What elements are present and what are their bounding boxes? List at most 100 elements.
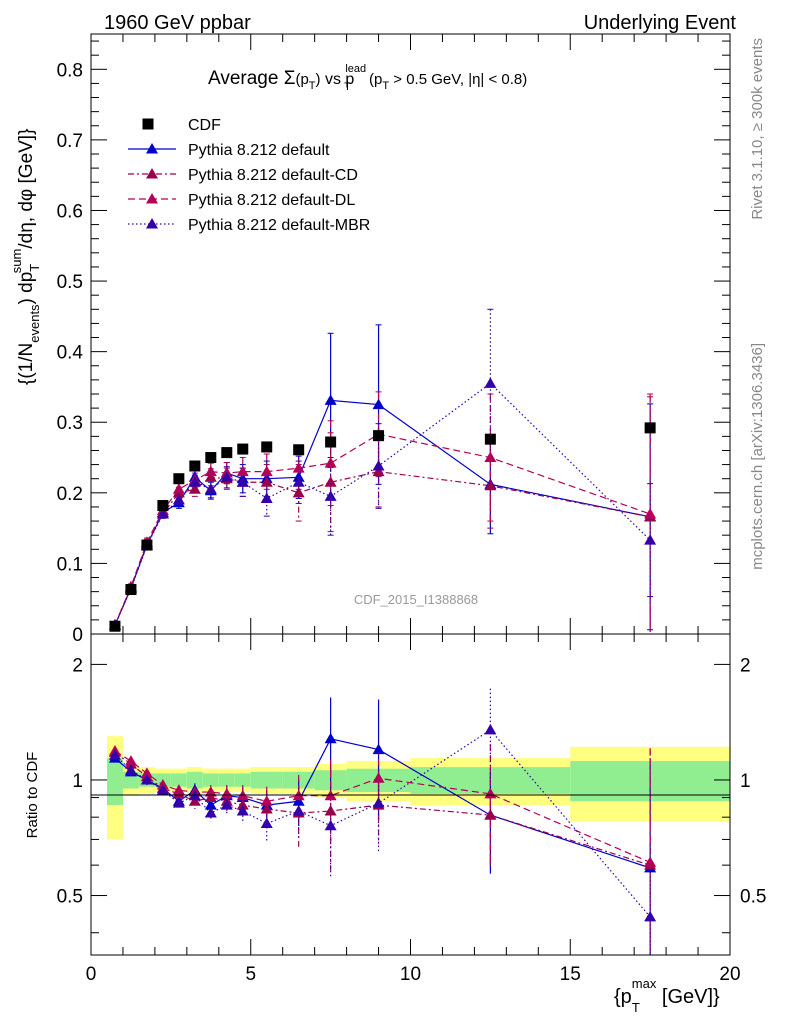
axis-tick-labels: 0 5 10 15 20 0 0.1 0.2 0.3 0.4 0.5 0.6 0.7 0.8 0.5 0.5 1… xyxy=(57,60,767,985)
marker-mbr xyxy=(236,476,249,487)
ratio-tick-label-left: 1 xyxy=(72,771,83,792)
ratio-marker-mbr xyxy=(644,910,657,922)
marker-dl xyxy=(236,465,249,477)
marker-mbr xyxy=(292,476,305,487)
marker-data xyxy=(373,430,385,442)
marker-dl xyxy=(204,465,217,477)
ratio-marker-mbr xyxy=(292,805,305,816)
ratio-marker-mbr xyxy=(140,773,153,785)
y-tick-label: 0.8 xyxy=(57,60,83,81)
marker-cd xyxy=(484,479,497,491)
marker-data xyxy=(173,473,185,485)
ratio-marker-mbr xyxy=(172,797,185,808)
x-tick-label: 5 xyxy=(245,964,256,985)
marker-cd xyxy=(204,471,217,482)
ratio-marker-mbr xyxy=(484,723,497,735)
marker-mbr xyxy=(172,493,185,505)
ratio-marker-dl xyxy=(372,772,385,783)
ratio-tick-label-right: 1 xyxy=(740,771,751,792)
ratio-tick-label-right: 2 xyxy=(740,655,751,676)
y-tick-label: 0.3 xyxy=(57,413,83,434)
marker-mbr xyxy=(156,508,169,519)
axis-ticks xyxy=(90,34,731,955)
ratio-marker-dl xyxy=(260,795,273,806)
ratio-marker-dl xyxy=(484,787,497,799)
marker-mbr xyxy=(260,492,273,503)
ratio-marker-cd xyxy=(204,791,217,803)
ratio-marker-cd xyxy=(236,799,249,810)
marker-mbr xyxy=(220,471,233,482)
y-axis-label-main: {(1/Nevents) dpTsum/dη, dφ [GeV]} xyxy=(9,129,42,385)
marker-cd xyxy=(260,476,273,487)
band-stat xyxy=(202,773,219,787)
x-tick-label: 15 xyxy=(560,964,581,985)
marker-data xyxy=(293,444,305,456)
y-tick-label: 0.5 xyxy=(57,272,83,293)
side-text-top: Rivet 3.1.10, ≥ 300k events xyxy=(749,38,766,220)
band-stat xyxy=(234,773,251,787)
x-tick-label: 0 xyxy=(86,964,97,985)
marker-dl xyxy=(644,508,657,519)
ratio-marker-mbr xyxy=(372,797,385,808)
ratio-marker-dl xyxy=(140,767,153,778)
marker-cd xyxy=(372,465,385,477)
band-stat xyxy=(250,771,283,789)
ratio-marker-dl xyxy=(172,784,185,795)
legend-label-default: Pythia 8.212 default xyxy=(188,142,330,159)
legend-label-dl: Pythia 8.212 default-DL xyxy=(188,192,355,209)
marker-mbr xyxy=(372,460,385,471)
marker-mbr xyxy=(324,490,337,501)
marker-data xyxy=(189,460,201,472)
marker-data xyxy=(221,447,233,459)
legend: CDF Pythia 8.212 default Pythia 8.212 defa… xyxy=(128,117,370,234)
legend-marker-dl xyxy=(146,193,158,204)
marker-cd xyxy=(188,483,201,494)
ratio-marker-mbr xyxy=(124,764,137,775)
ratio-tick-label-right: 0.5 xyxy=(740,887,766,908)
ratio-marker-dl xyxy=(220,787,233,799)
ratio-marker-default xyxy=(324,732,337,744)
marker-dl xyxy=(172,483,185,494)
marker-default xyxy=(372,398,385,410)
ratio-marker-default xyxy=(292,795,305,806)
marker-data xyxy=(325,436,337,448)
marker-cd xyxy=(292,486,305,498)
marker-data xyxy=(109,620,121,632)
ratio-marker-cd xyxy=(484,809,497,820)
marker-dl xyxy=(484,451,497,463)
marker-mbr xyxy=(204,483,217,494)
y-axis-label-ratio: Ratio to CDF xyxy=(24,752,41,839)
ratio-marker-dl xyxy=(204,786,217,797)
marker-dl xyxy=(292,462,305,473)
marker-default xyxy=(324,394,337,405)
ratio-uncertainty-bands xyxy=(106,736,730,840)
band-stat xyxy=(186,771,203,789)
ratio-line-mbr xyxy=(114,729,651,918)
ratio-marker-mbr xyxy=(260,817,273,829)
y-tick-label: 0.1 xyxy=(57,554,83,575)
marker-mbr xyxy=(484,377,497,388)
ratio-marker-mbr xyxy=(204,807,217,818)
ratio-marker-mbr xyxy=(108,749,121,760)
marker-dl xyxy=(260,465,273,477)
band-stat xyxy=(106,758,123,806)
ratio-marker-mbr xyxy=(236,805,249,816)
marker-data xyxy=(644,422,656,434)
marker-data xyxy=(141,539,153,551)
y-tick-label: 0.6 xyxy=(57,201,83,222)
band-stat xyxy=(170,773,187,787)
header-right: Underlying Event xyxy=(584,12,737,34)
plot-title: Average Σ(pT) vs plead T (pT > 0.5 GeV, |… xyxy=(208,63,527,93)
ratio-marker-cd xyxy=(324,805,337,816)
ratio-marker-cd xyxy=(188,795,201,806)
y-tick-label: 0.7 xyxy=(57,131,83,152)
ratio-marker-mbr xyxy=(220,799,233,810)
data-markers xyxy=(108,377,657,922)
legend-label-mbr: Pythia 8.212 default-MBR xyxy=(188,217,370,234)
marker-mbr xyxy=(644,534,657,545)
ratio-tick-label-left: 0.5 xyxy=(57,887,83,908)
marker-mbr xyxy=(188,476,201,487)
legend-label-data: CDF xyxy=(188,117,221,134)
marker-data xyxy=(484,433,496,445)
